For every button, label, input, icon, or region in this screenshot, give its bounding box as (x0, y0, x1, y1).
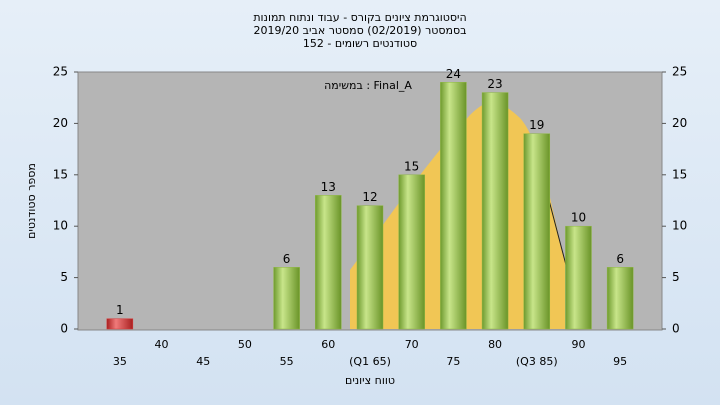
y-axis-label: מספר סטודנטים (25, 163, 38, 239)
bar (356, 205, 384, 330)
x-tick-label: 50 (238, 338, 252, 351)
bar (565, 225, 592, 330)
x-tick-label: 70 (405, 338, 419, 351)
bar (440, 82, 467, 330)
y-tick-label: 10 (53, 219, 68, 233)
x-tick-label: 90 (571, 338, 585, 351)
y-tick-label: 25 (53, 65, 68, 79)
bar (398, 174, 425, 330)
y-tick-label: 20 (53, 116, 68, 130)
y-tick-label: 0 (60, 322, 68, 336)
data-label: 13 (321, 180, 336, 194)
x-tick-label: 75 (446, 355, 460, 368)
y-tick-label: 5 (60, 270, 68, 284)
y2-tick-label: 5 (672, 270, 680, 284)
x-tick-label: 80 (488, 338, 502, 351)
annotation: במשימה : Final_A (324, 79, 412, 92)
x-tick-label: 55 (280, 355, 294, 368)
y2-tick-label: 10 (672, 219, 687, 233)
x-tick-label: 35 (113, 355, 127, 368)
data-label: 23 (487, 77, 502, 91)
title-line: בסמסטר (02/2019) סמסטר אביב 2019/20 (253, 24, 466, 37)
y-tick-label: 15 (53, 167, 68, 181)
bar (606, 267, 634, 330)
y2-tick-label: 0 (672, 322, 680, 336)
x-tick-label: (Q1 65) (349, 355, 391, 368)
data-label: 19 (529, 118, 544, 132)
data-label: 6 (283, 252, 291, 266)
data-label: 12 (362, 190, 377, 204)
data-label: 1 (116, 303, 124, 317)
title: היסטוגרמת ציונים בקורס - עבוד ונתוח תמונ… (253, 11, 466, 50)
bar (273, 267, 300, 330)
bar (481, 92, 509, 330)
data-label: 10 (571, 211, 586, 225)
bar (106, 318, 134, 330)
y2-tick-label: 25 (672, 65, 687, 79)
y2-tick-label: 20 (672, 116, 687, 130)
x-tick-label: 95 (613, 355, 627, 368)
x-tick-label: (Q3 85) (516, 355, 558, 368)
bar (523, 133, 551, 330)
x-tick-label: 60 (321, 338, 335, 351)
x-tick-label: 40 (155, 338, 169, 351)
data-label: 6 (616, 252, 624, 266)
x-tick-label: 45 (196, 355, 210, 368)
x-axis-label: טווח ציונים (345, 374, 395, 387)
bar (315, 195, 342, 330)
data-label: 15 (404, 159, 419, 173)
title-line: סטודנטים רשומים - 152 (303, 37, 417, 50)
title-line: היסטוגרמת ציונים בקורס - עבוד ונתוח תמונ… (253, 11, 466, 24)
y2-tick-label: 15 (672, 167, 687, 181)
data-label: 24 (446, 67, 461, 81)
